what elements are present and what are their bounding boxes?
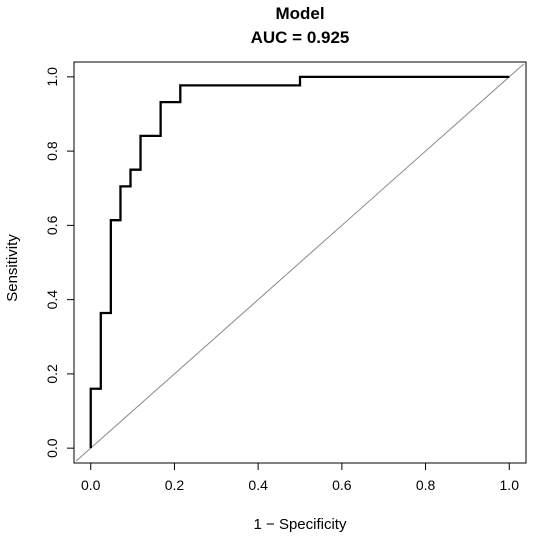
reference-line-layer bbox=[75, 63, 525, 462]
chart-title: Model bbox=[275, 4, 324, 23]
x-axis: 0.0 0.2 0.4 0.6 0.8 1.0 bbox=[81, 462, 520, 493]
x-tick-label: 0.6 bbox=[332, 477, 352, 493]
y-tick-label: 1.0 bbox=[44, 67, 60, 87]
y-tick-label: 0.0 bbox=[44, 438, 60, 458]
y-tick-label: 0.6 bbox=[44, 215, 60, 235]
x-tick-label: 0.4 bbox=[248, 477, 268, 493]
x-tick-label: 0.0 bbox=[81, 477, 101, 493]
y-tick-label: 0.4 bbox=[44, 290, 60, 310]
y-axis: 0.0 0.2 0.4 0.6 0.8 1.0 bbox=[44, 67, 75, 458]
x-tick-label: 0.8 bbox=[416, 477, 436, 493]
chart-subtitle: AUC = 0.925 bbox=[251, 28, 350, 47]
y-axis-label: Sensitivity bbox=[4, 234, 21, 302]
roc-curve-layer bbox=[89, 75, 510, 449]
x-axis-label: 1 − Specificity bbox=[254, 516, 347, 533]
x-tick-label: 0.2 bbox=[165, 477, 185, 493]
reference-diagonal-line bbox=[75, 63, 525, 462]
y-tick-label: 0.8 bbox=[44, 141, 60, 161]
x-tick-label: 1.0 bbox=[500, 477, 520, 493]
roc-curve-line bbox=[89, 75, 510, 449]
y-tick-label: 0.2 bbox=[44, 364, 60, 384]
